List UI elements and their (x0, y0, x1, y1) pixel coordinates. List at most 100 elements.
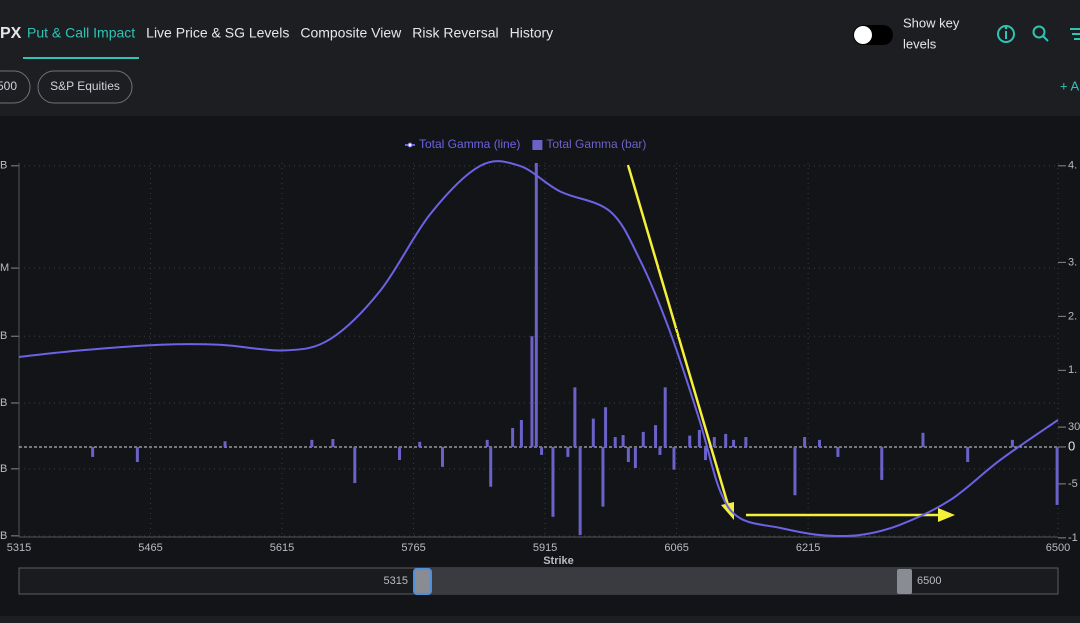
bar (223, 441, 227, 447)
bar (744, 437, 748, 447)
bar (613, 437, 617, 447)
x-tick-label: 5915 (533, 542, 557, 554)
toggle-label: Show key (903, 15, 960, 30)
legend-swatch (532, 140, 543, 150)
annotation-arrows (626, 164, 955, 522)
bar (818, 439, 822, 447)
toggle-label: levels (903, 36, 937, 51)
x-axis-label: Strike (543, 555, 574, 567)
bar (551, 446, 555, 517)
bar (836, 446, 840, 457)
bar (803, 437, 807, 447)
bar (658, 446, 662, 455)
search-icon[interactable] (1032, 25, 1049, 42)
bar (578, 446, 582, 536)
tab[interactable]: Composite View (300, 25, 402, 41)
bar (604, 407, 608, 447)
bar (633, 446, 637, 468)
x-tick-label: 5615 (270, 542, 294, 554)
tab[interactable]: Live Price & SG Levels (146, 25, 289, 41)
legend-swatch (407, 142, 413, 148)
tab[interactable]: Risk Reversal (412, 25, 498, 41)
info-icon[interactable] (997, 25, 1015, 43)
y2-tick-label: 3. (1068, 256, 1077, 268)
bar (530, 336, 534, 447)
bar (688, 435, 692, 447)
y2-tick-label: -5 (1068, 478, 1078, 490)
y2-tick-label: -1 (1068, 532, 1078, 544)
bar (663, 387, 667, 447)
bar (880, 446, 884, 480)
bar (704, 446, 708, 461)
add-button[interactable]: + A (1060, 78, 1079, 93)
bar (440, 446, 444, 467)
range-start: 5315 (384, 575, 408, 587)
bar (91, 446, 95, 457)
bar (135, 446, 139, 463)
line (18, 160, 1059, 538)
bar (724, 433, 728, 447)
y2-tick-label: 0 (1068, 438, 1075, 453)
bar (511, 427, 515, 447)
bar (591, 418, 595, 447)
filter-label: S&P Equities (50, 79, 120, 93)
filter-icon[interactable] (1070, 28, 1080, 40)
bar (1010, 439, 1014, 447)
filter-chip[interactable] (37, 70, 133, 104)
x-tick-label: 5765 (401, 542, 425, 554)
x-tick-label: 6215 (796, 542, 820, 554)
active-tab-underline (23, 57, 139, 59)
tab[interactable]: Put & Call Impact (27, 25, 135, 41)
bar (626, 446, 630, 463)
bar (712, 437, 716, 447)
bar (697, 429, 701, 447)
bar (1055, 446, 1059, 505)
y-tick-label: M (0, 262, 9, 274)
filter-chip[interactable] (0, 70, 31, 104)
bar (353, 446, 357, 484)
range-handle[interactable] (413, 568, 432, 595)
bar (732, 439, 736, 447)
y-tick-label: B (0, 330, 7, 342)
bar (331, 439, 335, 447)
bar (921, 432, 925, 447)
legend-label: Total Gamma (line) (419, 137, 520, 151)
bar (485, 439, 489, 447)
range-handle[interactable] (897, 569, 912, 594)
bar (418, 441, 422, 447)
y2-tick-label: 2. (1068, 310, 1077, 322)
bar (601, 446, 605, 507)
bar (534, 163, 538, 447)
bar (398, 446, 402, 461)
x-tick-label: 5465 (138, 542, 162, 554)
bar (654, 425, 658, 447)
bar (641, 431, 645, 447)
bar (573, 387, 577, 447)
range-end: 6500 (917, 575, 941, 587)
bar (489, 446, 493, 487)
bar (793, 446, 797, 496)
bar (621, 435, 625, 447)
bar (519, 420, 523, 447)
y2-tick-label: 1. (1068, 364, 1077, 376)
legend-label: Total Gamma (bar) (546, 137, 646, 151)
y-tick-label: B (0, 530, 7, 542)
y2-tick-label: 4. (1068, 160, 1077, 172)
x-tick-label: 6065 (664, 542, 688, 554)
y-tick-label: B (0, 463, 7, 475)
filter-label: 500 (0, 79, 17, 93)
y2-tick-label: 30 (1068, 421, 1080, 433)
bar (966, 446, 970, 463)
y-tick-label: B (0, 160, 7, 172)
brand: PX (0, 25, 22, 42)
toggle-knob (854, 26, 872, 44)
bar (672, 446, 676, 470)
chart-panel (0, 116, 1080, 616)
x-tick-label: 5315 (7, 542, 31, 554)
y-tick-label: B (0, 397, 7, 409)
x-tick-label: 6500 (1046, 542, 1070, 554)
bar (310, 439, 314, 447)
range-selection (423, 568, 904, 594)
tab[interactable]: History (510, 25, 554, 41)
